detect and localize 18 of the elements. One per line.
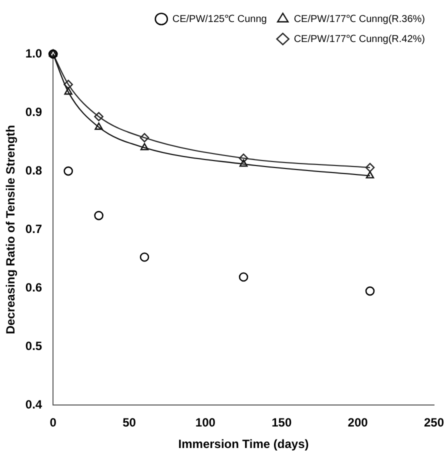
y-tick-label: 1.0 <box>25 46 42 60</box>
x-tick-label: 250 <box>424 416 444 430</box>
legend-label: CE/PW/177℃ Cunng(R.36%) <box>294 14 426 25</box>
x-tick-label: 200 <box>348 416 368 430</box>
y-tick-label: 0.7 <box>25 222 42 236</box>
y-tick-label: 0.9 <box>25 104 42 119</box>
y-tick-label: 0.4 <box>25 398 42 412</box>
x-tick-label: 50 <box>122 416 136 430</box>
x-tick-label: 100 <box>195 416 216 430</box>
x-tick-label: 150 <box>272 416 292 430</box>
y-tick-label: 0.8 <box>25 163 42 178</box>
legend-label: CE/PW/125℃ Cunng <box>172 14 267 25</box>
x-axis-title: Immersion Time (days) <box>178 437 309 452</box>
y-tick-label: 0.5 <box>25 338 42 353</box>
legend-label: CE/PW/177℃ Cunng(R.42%) <box>294 34 426 45</box>
y-tick-label: 0.6 <box>25 280 42 294</box>
y-axis-title: Decreasing Ratio of Tensile Strength <box>4 125 18 334</box>
x-tick-label: 0 <box>50 416 57 430</box>
